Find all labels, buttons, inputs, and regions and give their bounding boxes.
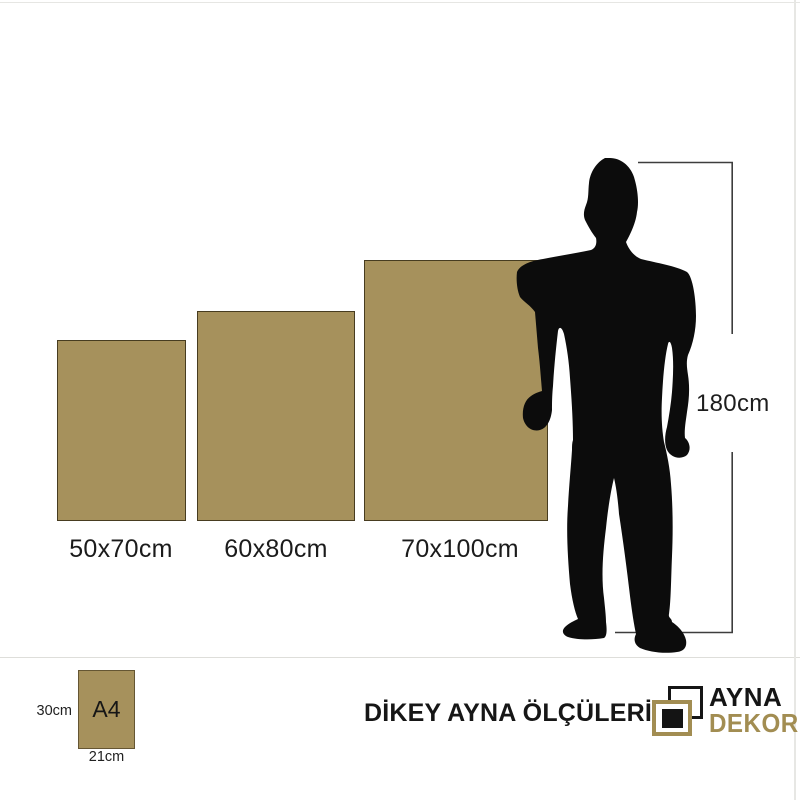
mirror-rect-50x70 — [57, 340, 186, 521]
mirror-size-label: 70x100cm — [401, 535, 519, 563]
a4-height-label: 30cm — [36, 703, 72, 719]
man-silhouette-icon — [516, 158, 696, 653]
logo-gold-frame-icon — [652, 700, 692, 736]
a4-rect: A4 — [78, 670, 135, 749]
mirror-rect-60x80 — [197, 311, 355, 521]
page-title: DİKEY AYNA ÖLÇÜLERİ — [363, 699, 653, 727]
logo-inner-square-icon — [661, 708, 683, 728]
brand-name-line2: DEKOR — [709, 708, 799, 738]
person-height-label: 180cm — [696, 390, 770, 417]
a4-width-label: 21cm — [88, 749, 125, 765]
image-seam-bottom — [0, 657, 800, 658]
image-seam-top — [0, 2, 800, 3]
mirror-size-label: 60x80cm — [224, 535, 328, 563]
a4-label: A4 — [92, 696, 121, 722]
mirror-size-label: 50x70cm — [69, 535, 173, 563]
image-edge-right — [794, 0, 796, 800]
mirror-rect-70x100 — [364, 260, 548, 521]
brand-name-line1: AYNA — [709, 682, 783, 712]
